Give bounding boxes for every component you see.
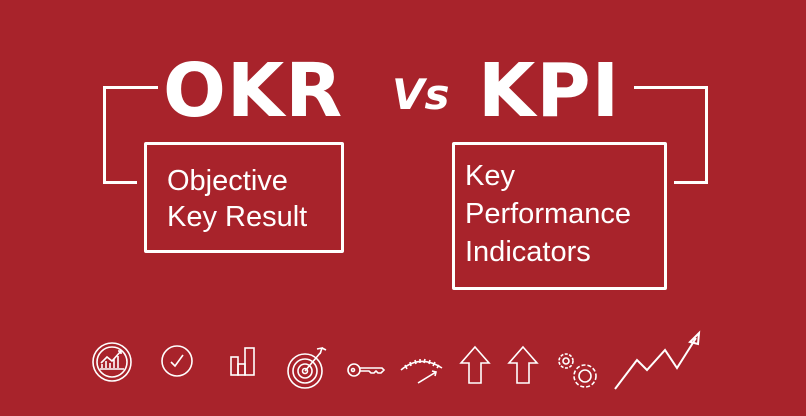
kpi-title: KPI bbox=[478, 48, 621, 134]
vs-label: Vs bbox=[392, 70, 450, 119]
left-bracket-vertical bbox=[103, 86, 106, 184]
kpi-definition-box: Key Performance Indicators bbox=[452, 142, 667, 290]
trend-up-arrow-icon bbox=[614, 330, 701, 390]
okr-line-key-result: Key Result bbox=[167, 201, 308, 233]
key-icon bbox=[347, 363, 386, 377]
kpi-line-performance: Performance bbox=[465, 198, 632, 230]
okr-definition-box: Objective Key Result bbox=[144, 142, 344, 253]
right-bracket-vertical bbox=[705, 86, 708, 184]
okr-line-objective: Objective bbox=[167, 165, 288, 197]
kpi-line-key: Key bbox=[465, 160, 515, 192]
gears-icon bbox=[558, 353, 597, 388]
right-bracket-bottom bbox=[674, 181, 708, 184]
checkmark-circle-icon bbox=[161, 345, 193, 377]
okr-title: OKR bbox=[163, 48, 344, 134]
arrow-up-icon bbox=[459, 345, 491, 384]
growth-chart-badge-icon bbox=[92, 342, 132, 382]
bar-chart-icon bbox=[230, 347, 255, 376]
target-arrow-icon bbox=[287, 346, 327, 389]
right-bracket-top bbox=[634, 86, 708, 89]
gauge-icon bbox=[400, 358, 443, 384]
arrow-up-icon bbox=[507, 345, 539, 384]
left-bracket-top bbox=[103, 86, 158, 89]
kpi-line-indicators: Indicators bbox=[465, 236, 591, 268]
left-bracket-bottom bbox=[103, 181, 137, 184]
